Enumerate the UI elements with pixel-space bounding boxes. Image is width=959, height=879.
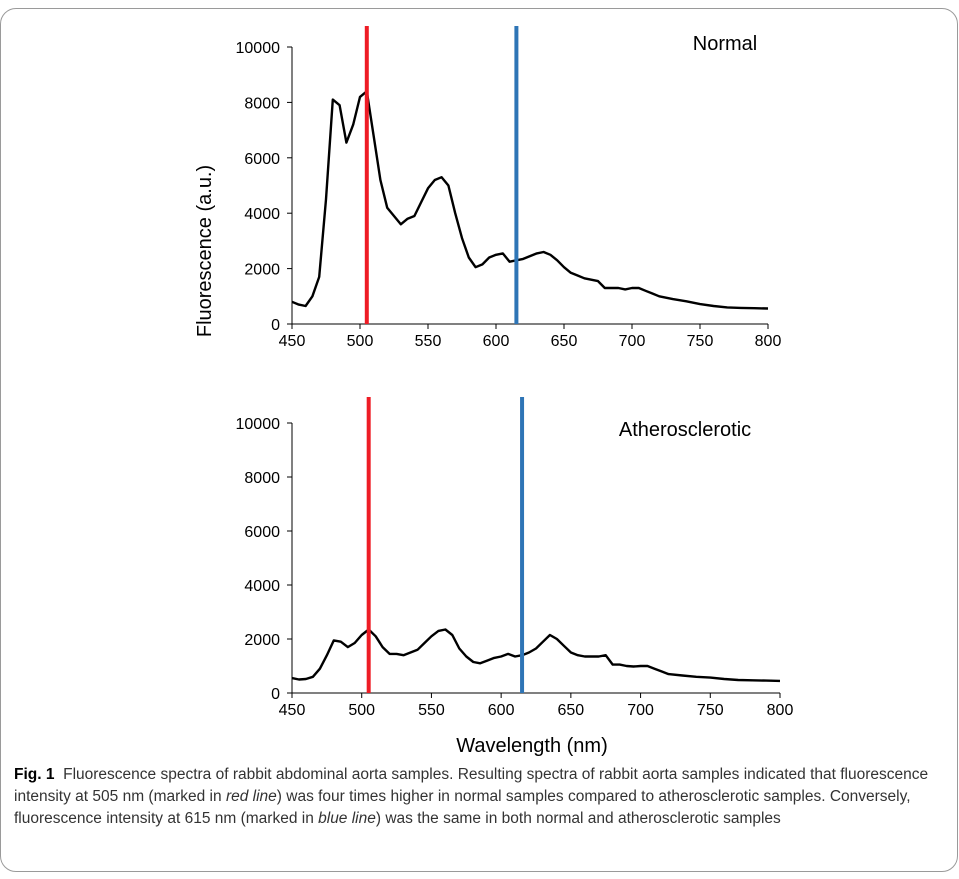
spectrum-line: [291, 90, 769, 310]
y-axis-title: Fluorescence (a.u.): [194, 165, 216, 337]
x-tick-label: 750: [697, 702, 724, 719]
y-tick-label: 0: [271, 317, 280, 334]
y-tick-label: 6000: [244, 151, 280, 168]
x-tick-label: 700: [627, 702, 654, 719]
x-tick-label: 500: [347, 333, 374, 350]
figure-frame: [0, 8, 958, 872]
x-tick-label: 450: [279, 333, 306, 350]
x-tick-label: 600: [483, 333, 510, 350]
x-tick-label: 700: [619, 333, 646, 350]
figure-caption: Fig. 1 Fluorescence spectra of rabbit ab…: [14, 764, 944, 830]
y-tick-label: 6000: [244, 524, 280, 541]
y-tick-label: 4000: [244, 578, 280, 595]
caption-blue-line-term: blue line: [318, 810, 376, 827]
y-tick-label: 2000: [244, 632, 280, 649]
chart-panel-normal: 0 2000 4000 6000 8000 10000 450 500 550 600 650 700…: [236, 26, 782, 350]
caption-red-line-term: red line: [225, 788, 277, 805]
x-tick-label: 650: [558, 702, 585, 719]
y-tick-label: 0: [271, 686, 280, 703]
spectrum-line: [291, 628, 781, 683]
caption-text-2: ) was four times higher in normal sample…: [14, 788, 911, 827]
caption-text-1: Fluorescence spectra of rabbit abdominal…: [14, 766, 929, 805]
panel-label: Atherosclerotic: [619, 419, 751, 441]
y-tick-label: 4000: [244, 206, 280, 223]
chart-panel-atherosclerotic: 0 2000 4000 6000 8000 10000 450 500 550 600 650 700…: [236, 397, 794, 719]
x-tick-label: 800: [767, 702, 794, 719]
x-tick-label: 550: [415, 333, 442, 350]
caption-text-3: ) was the same in both normal and athero…: [375, 810, 781, 827]
panel-label: Normal: [693, 33, 757, 55]
y-tick-label: 2000: [244, 262, 280, 279]
y-tick-label: 8000: [244, 95, 280, 112]
x-tick-label: 650: [551, 333, 578, 350]
x-tick-label: 500: [348, 702, 375, 719]
x-tick-label: 800: [755, 333, 782, 350]
x-axis-title: Wavelength (nm): [456, 735, 608, 757]
x-tick-label: 450: [279, 702, 306, 719]
x-tick-label: 600: [488, 702, 515, 719]
y-tick-label: 10000: [236, 40, 281, 57]
x-tick-label: 550: [418, 702, 445, 719]
y-tick-label: 10000: [236, 416, 281, 433]
caption-fig-label: Fig. 1: [14, 766, 55, 783]
x-tick-label: 750: [687, 333, 714, 350]
y-tick-label: 8000: [244, 470, 280, 487]
